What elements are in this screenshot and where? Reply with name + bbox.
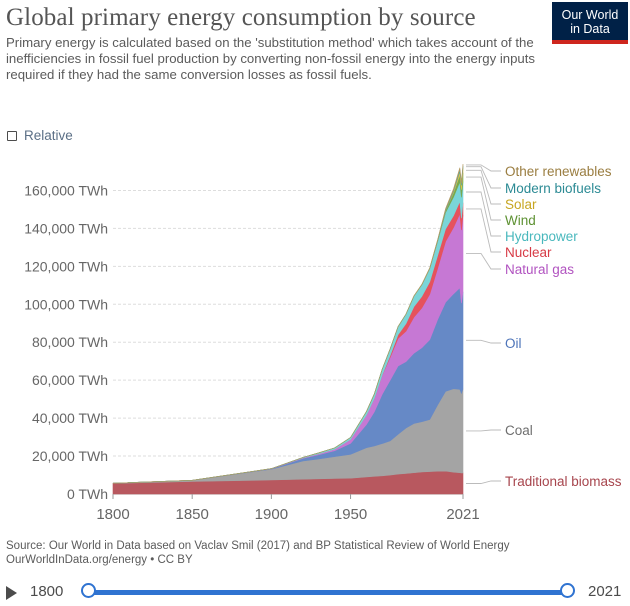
timeline[interactable]: 1800 2021 xyxy=(6,582,626,604)
legend-label-wind[interactable]: Wind xyxy=(505,213,536,228)
legend-label-modern-biofuels[interactable]: Modern biofuels xyxy=(505,181,601,196)
legend-leader-line xyxy=(466,208,501,253)
legend-label-oil[interactable]: Oil xyxy=(505,336,522,351)
legend-label-nuclear[interactable]: Nuclear xyxy=(505,245,552,260)
legend-leader-line xyxy=(466,339,501,344)
legend-leader-line xyxy=(466,191,501,237)
chart-legend: Other renewables Modern biofuelsSolarWind… xyxy=(466,164,622,489)
y-tick-label: 160,000 TWh xyxy=(24,182,108,198)
legend-leader-line xyxy=(466,480,501,484)
timeline-track[interactable] xyxy=(88,590,568,595)
legend-label-hydropower[interactable]: Hydropower xyxy=(505,229,578,244)
logo-accent-bar xyxy=(552,40,628,44)
y-tick-label: 80,000 TWh xyxy=(32,334,108,350)
y-tick-label: 0 TWh xyxy=(67,486,108,502)
source-line-2: OurWorldInData.org/energy • CC BY xyxy=(6,554,193,566)
legend-label-natural-gas[interactable]: Natural gas xyxy=(505,262,574,277)
timeline-end-year: 2021 xyxy=(588,583,622,600)
area-other-renewables[interactable] xyxy=(112,163,464,484)
relative-toggle[interactable]: Relative xyxy=(7,128,73,143)
y-axis-ticks: 0 TWh 20,000 TWh 40,000 TWh 60,000 TWh 80,00… xyxy=(24,182,108,502)
legend-leader-line xyxy=(466,166,501,189)
legend-label-traditional-biomass[interactable]: Traditional biomass xyxy=(505,474,622,489)
y-tick-label: 20,000 TWh xyxy=(32,448,108,464)
chart-subtitle: Primary energy is calculated based on th… xyxy=(6,35,536,82)
timeline-start-handle[interactable] xyxy=(81,583,96,598)
area-series xyxy=(112,163,464,495)
timeline-start-year: 1800 xyxy=(30,583,64,600)
legend-label-solar[interactable]: Solar xyxy=(505,197,537,212)
legend-leader-line xyxy=(466,252,501,270)
legend-leader-line xyxy=(466,169,501,205)
owid-logo[interactable]: Our World in Data xyxy=(552,2,628,44)
play-icon[interactable] xyxy=(6,586,17,600)
logo-line-2: in Data xyxy=(570,22,610,36)
x-tick-label: 1850 xyxy=(175,506,208,523)
legend-label-other-renewables[interactable]: Other renewables xyxy=(505,164,612,179)
timeline-end-handle[interactable] xyxy=(560,583,575,598)
chart-title: Global primary energy consumption by sou… xyxy=(6,4,476,31)
x-axis-ticks: 1800 1850 1900 1950 2021 xyxy=(96,494,480,523)
y-tick-label: 140,000 TWh xyxy=(24,220,108,236)
x-tick-label: 1900 xyxy=(255,506,288,523)
source-note: Source: Our World in Data based on Vacla… xyxy=(6,539,509,567)
legend-leader-line xyxy=(466,164,501,172)
legend-label-coal[interactable]: Coal xyxy=(505,423,533,438)
logo-line-1: Our World xyxy=(561,8,619,22)
y-tick-label: 100,000 TWh xyxy=(24,296,108,312)
x-tick-label: 2021 xyxy=(446,506,479,523)
relative-checkbox[interactable] xyxy=(7,130,17,141)
stacked-area-chart[interactable]: 0 TWh 20,000 TWh 40,000 TWh 60,000 TWh 80,00… xyxy=(0,160,630,532)
x-tick-label: 1800 xyxy=(96,506,129,523)
y-tick-label: 60,000 TWh xyxy=(32,372,108,388)
y-tick-label: 120,000 TWh xyxy=(24,258,108,274)
relative-label: Relative xyxy=(24,128,73,143)
source-line-1: Source: Our World in Data based on Vacla… xyxy=(6,540,510,552)
legend-leader-line xyxy=(466,176,501,221)
legend-leader-line xyxy=(466,429,501,432)
y-tick-label: 40,000 TWh xyxy=(32,410,108,426)
x-tick-label: 1950 xyxy=(334,506,367,523)
